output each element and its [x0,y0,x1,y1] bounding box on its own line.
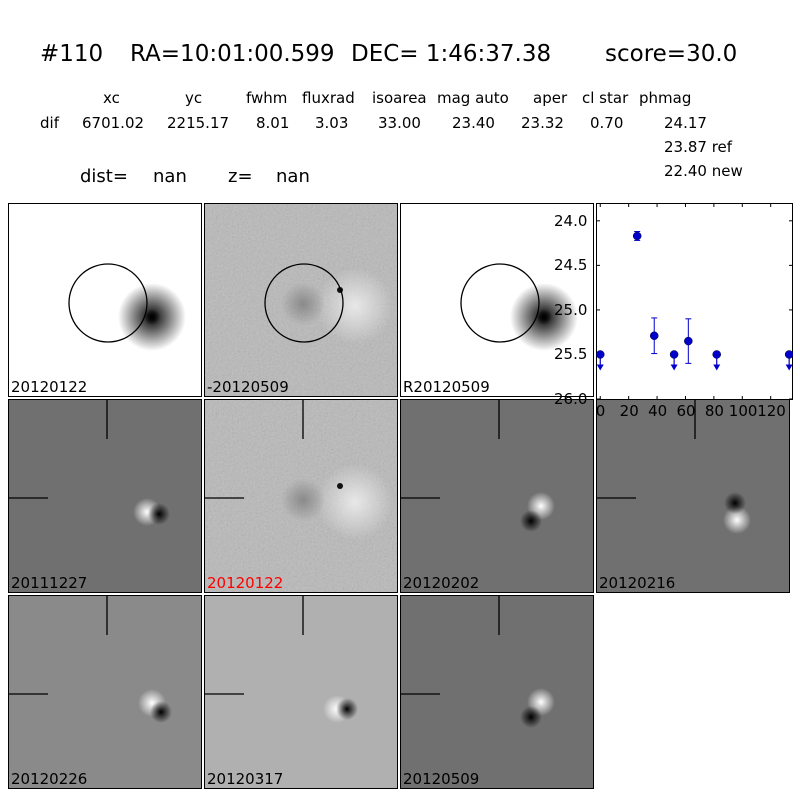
x-tick-label: 80 [704,402,724,420]
stamp-date-label: 20120226 [11,770,88,788]
light-curve-plot [596,203,794,400]
plot-frame [596,203,793,400]
col-aper: aper [533,89,568,107]
stamp-date-label: R20120509 [403,378,490,396]
stamp-image [9,400,201,592]
val-xc: 6701.02 [82,114,145,132]
stamp-date-label: 20120202 [403,574,480,592]
dist-value: nan [153,166,187,187]
y-tick-label: 24.0 [554,211,588,230]
image-stamp: 20120122 [204,399,398,593]
data-point [784,350,794,359]
stamp-image [205,596,397,788]
stamp-date-label: 20120509 [403,770,480,788]
stamp-date-label: 20120122 [207,574,284,592]
stamp-image [9,596,201,788]
upper-limit-head [596,364,604,371]
stamp-date-label: 20120122 [11,378,88,396]
image-stamp: 20120509 [400,595,594,789]
x-tick-label: 100 [728,402,758,420]
data-point [712,350,721,359]
col-isoarea: isoarea [372,89,427,107]
stamp-image [401,400,593,592]
stamp-date-label: 20111227 [11,574,88,592]
y-tick-label: 24.5 [554,256,588,275]
y-tick-label: 26.0 [554,390,588,408]
image-stamp: 20120202 [400,399,594,593]
stamp-image [597,400,789,592]
phmag-ref: 23.87 ref [664,138,733,156]
val-phmag: 24.17 [664,114,707,132]
col-xc: xc [103,89,120,107]
stamp-image [205,204,397,396]
y-tick-label: 25.5 [554,345,588,364]
z-value: nan [276,166,310,187]
val-aper: 23.32 [521,114,564,132]
dist-label: dist= [80,166,128,187]
x-tick-label: 0 [595,402,606,420]
phmag-new: 22.40 new [664,162,743,180]
image-stamp: 20120317 [204,595,398,789]
image-stamp: 20120216 [596,399,790,593]
stamp-image [401,204,593,396]
val-mag-auto: 23.40 [452,114,495,132]
col-fwhm: fwhm [246,89,288,107]
stamp-date-label: -20120509 [207,378,289,396]
y-tick-label: 25.0 [554,300,588,319]
candidate-id: #110 [40,41,104,67]
z-label: z= [228,166,253,187]
image-stamp: -20120509 [204,203,398,397]
upper-limit-head [670,364,678,371]
col-phmag: phmag [639,89,692,107]
stamp-image [205,400,397,592]
ra-coordinate: RA=10:01:00.599 [130,41,335,67]
col-mag-auto: mag auto [437,89,509,107]
data-point [669,350,679,359]
image-stamp: R20120509 [400,203,594,397]
stamp-date-label: 20120216 [599,574,676,592]
image-stamp: 20120122 [8,203,202,397]
data-point [684,336,693,346]
light-curve-svg [596,203,794,400]
x-tick-label: 20 [619,402,639,420]
col-cl-star: cl star [582,89,629,107]
data-point [649,331,659,340]
image-stamp: 20111227 [8,399,202,593]
val-cl-star: 0.70 [590,114,624,132]
stamp-image [9,204,201,396]
image-stamp: 20120226 [8,595,202,789]
val-yc: 2215.17 [167,114,230,132]
x-tick-label: 120 [757,402,786,420]
dec-coordinate: DEC= 1:46:37.38 [351,41,552,67]
val-fwhm: 8.01 [256,114,290,132]
data-point [596,350,605,359]
stamp-image [401,596,593,788]
stamp-date-label: 20120317 [207,770,284,788]
col-fluxrad: fluxrad [302,89,355,107]
col-yc: yc [185,89,203,107]
upper-limit-head [785,364,793,371]
val-isoarea: 33.00 [378,114,421,132]
x-tick-label: 40 [648,402,668,420]
upper-limit-head [713,364,721,371]
val-fluxrad: 3.03 [315,114,349,132]
score: score=30.0 [605,41,738,67]
x-tick-label: 60 [676,402,696,420]
data-point [632,231,642,241]
row-label: dif [40,114,59,132]
